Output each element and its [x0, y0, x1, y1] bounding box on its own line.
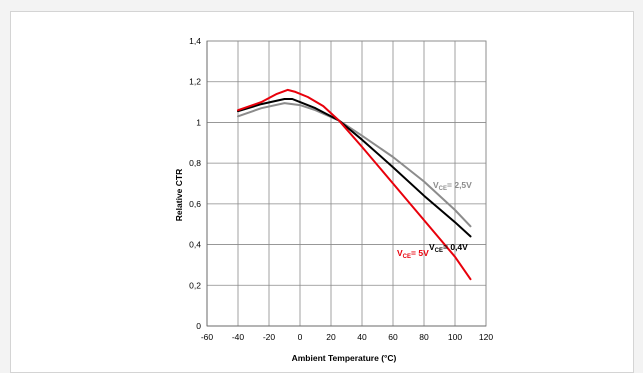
y-tick-label: 0 [196, 321, 201, 331]
y-tick-label: 1 [196, 117, 201, 127]
x-tick-label: -60 [201, 332, 214, 342]
y-tick-label: 1,2 [189, 77, 201, 87]
series-label-2: VCE= 0,4V [429, 242, 468, 254]
grid [206, 40, 487, 327]
y-tick-label: 0,2 [189, 280, 201, 290]
plot-area [206, 40, 487, 327]
series-line-2 [237, 98, 472, 238]
axes [206, 41, 486, 327]
x-tick-label: 60 [388, 332, 398, 342]
x-tick-label: 100 [448, 332, 462, 342]
x-tick-label: 0 [298, 332, 303, 342]
y-axis-title: Relative CTR [174, 169, 184, 221]
ctr-temperature-chart: -60 -40 -20 0 20 40 60 80 100 120 0 0,2 0,4 0,6 0,8 1 1,… [174, 36, 493, 363]
x-tick-label: 120 [479, 332, 493, 342]
tick-labels: -60 -40 -20 0 20 40 60 80 100 120 0 0,2 0,4 0,6 0,8 1 1,… [189, 36, 493, 342]
y-tick-label: 1,4 [189, 36, 201, 46]
x-tick-label: 20 [326, 332, 336, 342]
x-tick-label: -20 [263, 332, 276, 342]
series-lines [237, 88, 472, 281]
x-tick-label: 80 [419, 332, 429, 342]
series-line-3 [237, 88, 472, 281]
x-axis-title: Ambient Temperature (°C) [292, 353, 397, 363]
x-tick-label: 40 [357, 332, 367, 342]
y-tick-label: 0,8 [189, 158, 201, 168]
x-tick-label: -40 [232, 332, 245, 342]
chart-page: -60 -40 -20 0 20 40 60 80 100 120 0 0,2 0,4 0,6 0,8 1 1,… [10, 11, 634, 373]
y-tick-label: 0,4 [189, 240, 201, 250]
series-label-3: VCE= 5V [397, 248, 429, 260]
series-label-1: VCE= 2,5V [433, 180, 472, 192]
y-tick-label: 0,6 [189, 199, 201, 209]
